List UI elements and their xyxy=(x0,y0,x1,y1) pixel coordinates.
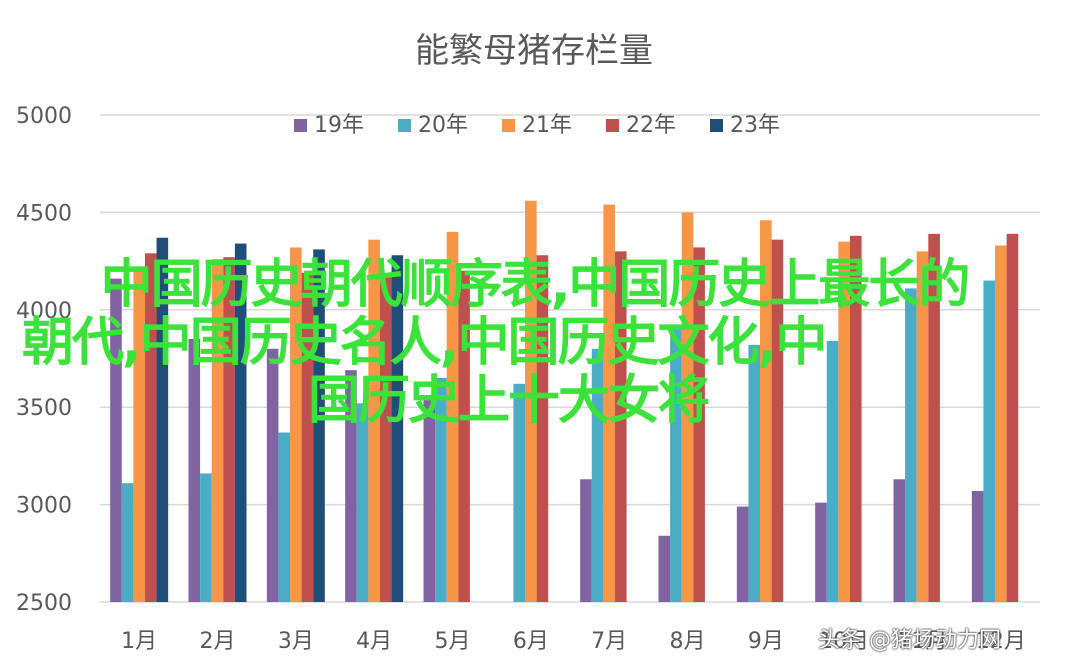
legend-swatch xyxy=(606,119,619,132)
bar xyxy=(760,220,772,602)
y-tick-label: 5000 xyxy=(16,104,72,129)
gridlines xyxy=(100,114,1040,603)
legend-label: 23年 xyxy=(730,113,780,138)
bar xyxy=(313,249,325,603)
y-tick-label: 4000 xyxy=(16,299,72,324)
bar xyxy=(658,535,671,602)
bar xyxy=(266,348,279,602)
bar xyxy=(591,348,604,602)
bar xyxy=(301,272,314,602)
chart-title: 能繁母猪存栏量 xyxy=(415,31,653,71)
bar xyxy=(121,483,134,602)
legend-swatch xyxy=(502,119,515,132)
bar xyxy=(110,278,122,602)
bar xyxy=(536,255,549,603)
bar xyxy=(525,200,537,602)
legend-swatch xyxy=(710,119,723,132)
bar xyxy=(356,403,369,602)
x-tick-label: 1月 xyxy=(121,629,157,654)
bar xyxy=(435,377,447,602)
bar xyxy=(211,259,224,602)
x-tick-label: 12月 xyxy=(976,629,1026,654)
x-tick-label: 8月 xyxy=(670,629,706,654)
legend-label: 21年 xyxy=(522,113,572,138)
legend-label: 19年 xyxy=(314,113,364,138)
bar xyxy=(513,383,526,602)
x-tick-label: 2月 xyxy=(200,629,236,654)
bar xyxy=(838,241,850,602)
bar xyxy=(670,327,682,602)
bar xyxy=(368,239,380,602)
bar xyxy=(995,245,1007,603)
y-tick-label: 3500 xyxy=(16,396,72,421)
bar xyxy=(458,270,470,602)
overlay-line-1: 中国历史朝代顺序表,中国历史上最长的 xyxy=(100,255,971,315)
bar xyxy=(1006,233,1019,602)
legend-label: 20年 xyxy=(418,113,468,138)
overlay-line-3: 国历史上十大女将 xyxy=(308,371,710,431)
y-tick-label: 4500 xyxy=(16,201,72,226)
x-tick-label: 6月 xyxy=(513,629,549,654)
overlay-headline: 中国历史朝代顺序表,中国历史上最长的 朝代,中国历史名人,中国历史文化,中 国历… xyxy=(0,256,1069,430)
x-tick-label: 7月 xyxy=(591,629,627,654)
bar xyxy=(133,268,145,602)
bar xyxy=(905,288,917,602)
y-tick-label: 2500 xyxy=(16,591,72,616)
x-tick-label: 9月 xyxy=(748,629,784,654)
watermark: 头条 @猪场动力网 xyxy=(818,628,1001,653)
bar xyxy=(278,432,291,602)
bar xyxy=(748,344,761,602)
legend-label: 22年 xyxy=(626,113,676,138)
legend-swatch xyxy=(398,119,411,132)
bar xyxy=(916,251,929,603)
bar xyxy=(849,235,862,602)
y-tick-label: 3000 xyxy=(16,494,72,519)
bar xyxy=(603,204,615,602)
bar xyxy=(983,280,996,602)
bar xyxy=(423,397,436,602)
bars xyxy=(110,200,1019,603)
bar xyxy=(391,255,404,603)
bar xyxy=(826,340,839,602)
bar xyxy=(928,233,940,602)
bar xyxy=(771,239,784,602)
bar xyxy=(188,339,201,602)
bar xyxy=(446,231,459,602)
x-tick-label: 3月 xyxy=(278,629,314,654)
bar xyxy=(144,253,157,603)
x-tick-label: 11月 xyxy=(898,629,948,654)
overlay-line-2: 朝代,中国历史名人,中国历史文化,中 xyxy=(22,313,827,373)
bar xyxy=(345,370,357,602)
bar xyxy=(234,243,247,602)
bar xyxy=(693,247,705,603)
bar xyxy=(580,479,592,602)
bar xyxy=(290,247,302,603)
legend-swatch xyxy=(294,119,307,132)
bar xyxy=(815,502,827,602)
bar xyxy=(156,237,169,602)
legend: 19年 20年 21年 22年 23年 xyxy=(294,113,780,138)
bar xyxy=(379,274,392,602)
bar xyxy=(681,212,694,602)
x-tick-label: 5月 xyxy=(435,629,471,654)
axes: 2500 3000 3500 4000 4500 5000 1月 2月 3月 4月 5月 6月 7月 8月… xyxy=(16,104,1026,654)
bar xyxy=(893,479,906,602)
bar xyxy=(223,257,235,602)
x-tick-label: 4月 xyxy=(356,629,392,654)
bar xyxy=(614,251,627,603)
x-tick-label: 10月 xyxy=(819,629,869,654)
bar xyxy=(971,490,984,602)
bar xyxy=(736,506,749,602)
bar xyxy=(200,473,212,602)
